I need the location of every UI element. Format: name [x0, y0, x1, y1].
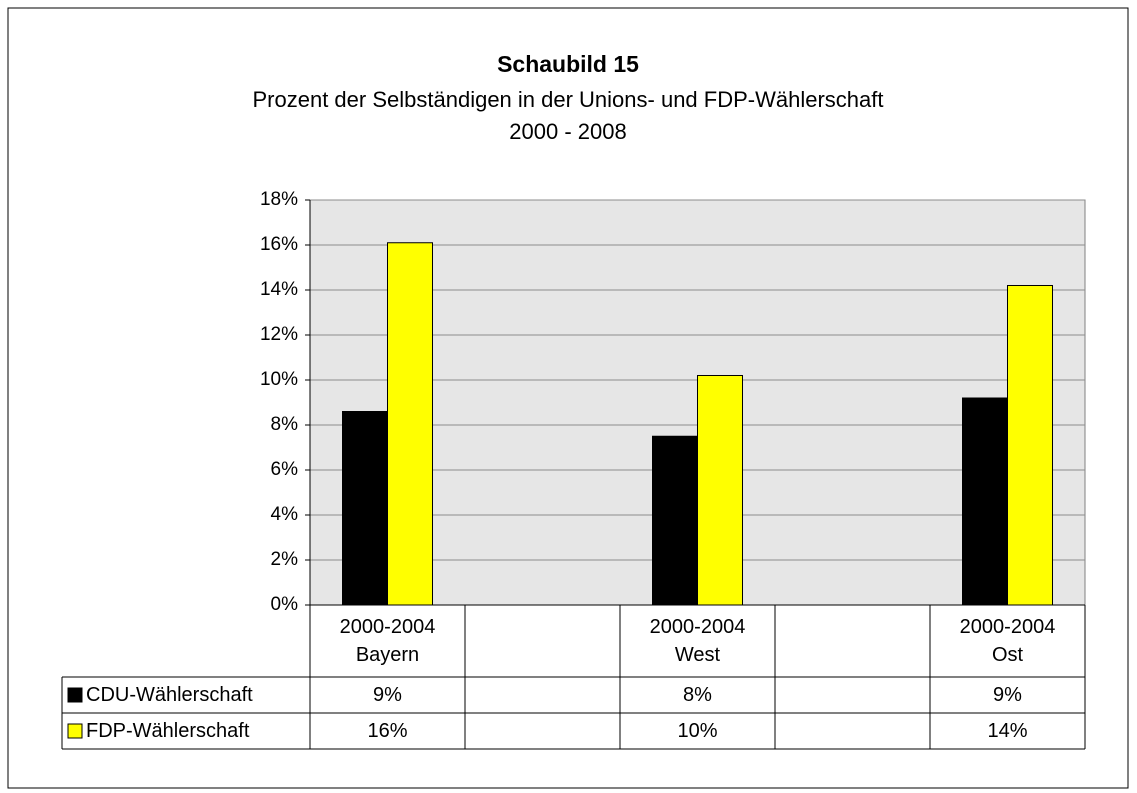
- data-label: 16%: [367, 720, 408, 742]
- data-label: 8%: [683, 684, 712, 706]
- legend-label: CDU-Wählerschaft: [86, 684, 253, 706]
- bar: [652, 435, 698, 606]
- x-tick-label: 2000-2004 Ost: [959, 616, 1056, 666]
- y-tick-label: 6%: [271, 459, 299, 480]
- y-tick-label: 2%: [271, 549, 299, 570]
- y-tick-label: 12%: [260, 324, 298, 345]
- y-tick-label: 10%: [260, 369, 298, 390]
- data-label: [465, 713, 620, 749]
- y-tick-label: 18%: [260, 189, 298, 210]
- data-label: [775, 713, 930, 749]
- y-tick-label: 8%: [271, 414, 299, 435]
- data-label: 14%: [987, 720, 1028, 742]
- x-tick-label: 2000-2004 West: [649, 616, 746, 666]
- x-tick-label: [775, 605, 930, 677]
- data-label: 10%: [677, 720, 718, 742]
- x-tick-label: 2000-2004 Bayern: [339, 616, 436, 666]
- y-tick-label: 4%: [271, 504, 299, 525]
- y-tick-label: 14%: [260, 279, 298, 300]
- legend-label: FDP-Wählerschaft: [86, 720, 250, 742]
- x-tick-label: [465, 605, 620, 677]
- data-label: 9%: [993, 684, 1022, 706]
- data-label: [775, 677, 930, 713]
- bar: [1007, 285, 1053, 606]
- bar: [387, 242, 433, 606]
- data-label: 9%: [373, 684, 402, 706]
- y-tick-label: 0%: [271, 594, 299, 615]
- data-label: [465, 677, 620, 713]
- chart-subtitle: Prozent der Selbständigen in der Unions-…: [253, 87, 884, 112]
- bar: [342, 411, 388, 606]
- y-tick-label: 16%: [260, 234, 298, 255]
- legend-swatch: [67, 687, 83, 703]
- bar: [697, 375, 743, 606]
- bar: [962, 397, 1008, 606]
- chart-subtitle: 2000 - 2008: [509, 119, 626, 144]
- legend-swatch: [67, 723, 83, 739]
- chart-title: Schaubild 15: [497, 51, 639, 77]
